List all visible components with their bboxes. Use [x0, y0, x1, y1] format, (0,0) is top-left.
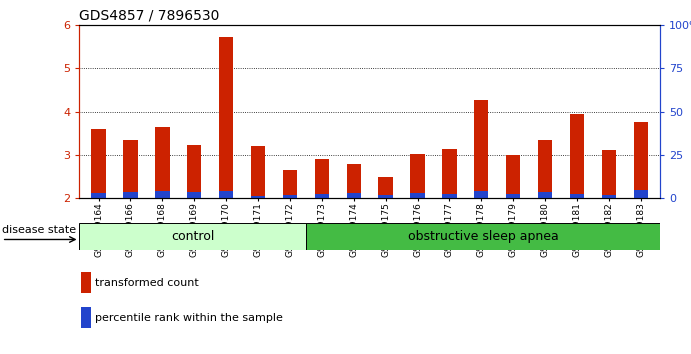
Bar: [442, 194, 457, 198]
Bar: [219, 191, 234, 198]
Bar: [570, 194, 584, 198]
Bar: [410, 154, 425, 198]
Bar: [314, 194, 329, 198]
Bar: [219, 37, 234, 198]
Bar: [634, 122, 648, 198]
Bar: [474, 100, 489, 198]
Bar: [538, 192, 552, 198]
Bar: [81, 307, 91, 328]
Bar: [283, 170, 297, 198]
Bar: [306, 223, 660, 250]
Text: disease state: disease state: [1, 225, 76, 235]
Bar: [379, 195, 392, 198]
Bar: [91, 129, 106, 198]
Bar: [91, 193, 106, 198]
Bar: [442, 149, 457, 198]
Bar: [314, 159, 329, 198]
Bar: [602, 195, 616, 198]
Bar: [379, 177, 392, 198]
Bar: [123, 140, 138, 198]
Bar: [251, 146, 265, 198]
Bar: [79, 223, 306, 250]
Bar: [283, 195, 297, 198]
Text: control: control: [171, 230, 214, 243]
Bar: [187, 192, 202, 198]
Bar: [474, 191, 489, 198]
Bar: [506, 155, 520, 198]
Bar: [506, 194, 520, 198]
Bar: [187, 145, 202, 198]
Text: obstructive sleep apnea: obstructive sleep apnea: [408, 230, 558, 243]
Bar: [347, 164, 361, 198]
Bar: [123, 192, 138, 198]
Bar: [155, 191, 169, 198]
Bar: [410, 193, 425, 198]
Bar: [634, 190, 648, 198]
Bar: [347, 193, 361, 198]
Bar: [602, 150, 616, 198]
Bar: [570, 114, 584, 198]
Bar: [538, 140, 552, 198]
Text: transformed count: transformed count: [95, 278, 199, 287]
Bar: [251, 196, 265, 198]
Text: percentile rank within the sample: percentile rank within the sample: [95, 313, 283, 322]
Bar: [81, 272, 91, 293]
Bar: [155, 127, 169, 198]
Text: GDS4857 / 7896530: GDS4857 / 7896530: [79, 8, 220, 22]
